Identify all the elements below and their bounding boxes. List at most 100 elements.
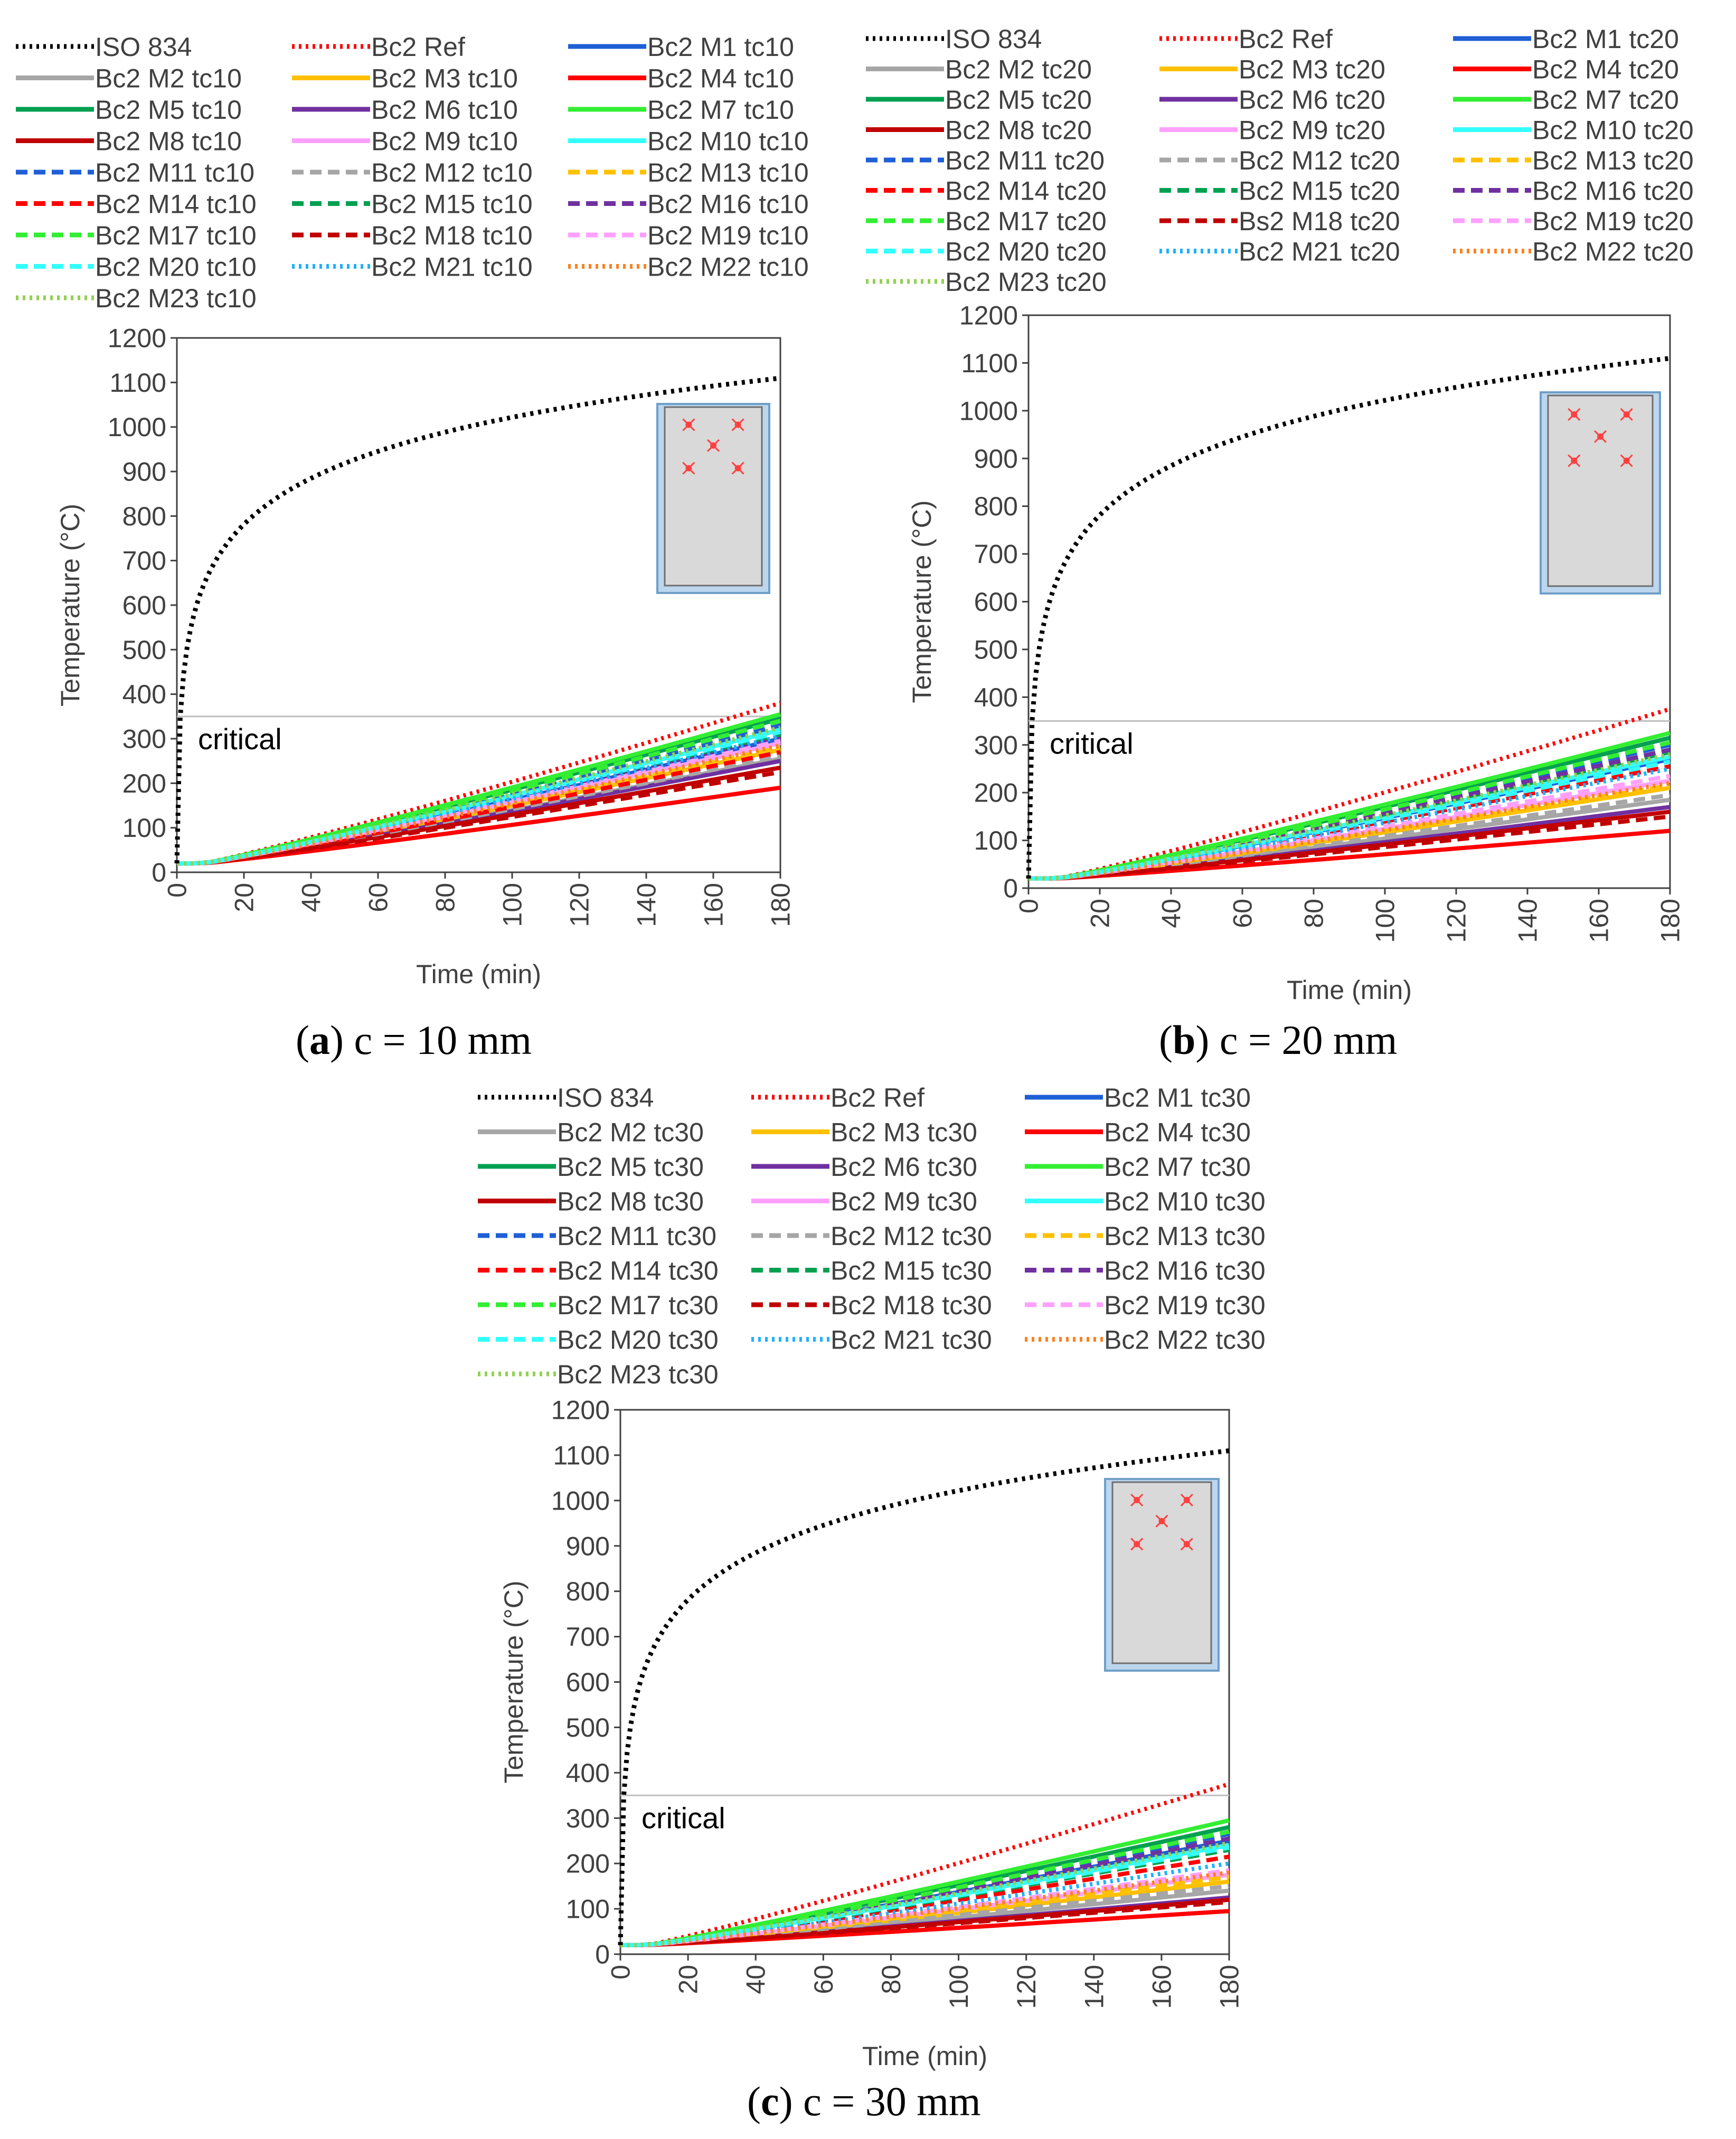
- legend-label-bc2-ref: Bc2 Ref: [371, 32, 465, 62]
- legend-label-bc2-m19-tc30: Bc2 M19 tc30: [1104, 1290, 1266, 1320]
- legend-label-bc2-m11-tc10: Bc2 M11 tc10: [95, 158, 254, 187]
- y-tick-label-1200: 1200: [959, 301, 1018, 331]
- x-tick-label-160: 160: [1584, 899, 1614, 943]
- x-tick-label-20: 20: [230, 883, 259, 912]
- x-axis-label-c: Time (min): [862, 2041, 987, 2071]
- y-tick-label-500: 500: [122, 635, 166, 665]
- legend-label-bc2-m19-tc10: Bc2 M19 tc10: [647, 221, 809, 250]
- legend-label-bc2-m22-tc10: Bc2 M22 tc10: [647, 252, 809, 282]
- legend-label-bc2-m1-tc10: Bc2 M1 tc10: [647, 32, 794, 62]
- x-tick-label-80: 80: [431, 883, 460, 912]
- rebar-mark-3: [1593, 430, 1607, 443]
- y-tick-label-1000: 1000: [551, 1486, 610, 1515]
- y-tick-label-700: 700: [122, 546, 166, 576]
- legend-label-bc2-m23-tc30: Bc2 M23 tc30: [557, 1360, 719, 1389]
- legend-label-bc2-m9-tc20: Bc2 M9 tc20: [1239, 116, 1385, 145]
- legend-label-bc2-ref: Bc2 Ref: [1239, 24, 1333, 54]
- legend-label-bc2-m19-tc20: Bc2 M19 tc20: [1532, 206, 1694, 236]
- series-group-a: [174, 375, 781, 866]
- x-tick-label-140: 140: [1079, 1965, 1109, 2009]
- y-tick-label-200: 200: [122, 769, 166, 798]
- legend-label-iso-834: ISO 834: [945, 24, 1042, 54]
- legend-label-bc2-m2-tc20: Bc2 M2 tc20: [945, 55, 1092, 84]
- legend-label-bc2-m18-tc10: Bc2 M18 tc10: [371, 221, 533, 250]
- critical-label-a: critical: [198, 722, 282, 756]
- y-tick-label-200: 200: [566, 1849, 610, 1879]
- y-tick-label-1000: 1000: [108, 412, 166, 442]
- y-tick-label-800: 800: [974, 492, 1018, 521]
- series-bc2-m20-tc10: [177, 730, 781, 866]
- legend-label-bc2-m10-tc10: Bc2 M10 tc10: [647, 127, 809, 156]
- series-bc2-m19-tc20: [1029, 774, 1671, 881]
- x-tick-label-40: 40: [1157, 899, 1186, 928]
- legend-label-bc2-m3-tc10: Bc2 M3 tc10: [371, 64, 518, 93]
- legend-label-bc2-m5-tc10: Bc2 M5 tc10: [95, 95, 242, 125]
- rebar-mark-5: [731, 461, 744, 475]
- section-concrete: [1547, 394, 1654, 587]
- y-tick-label-600: 600: [566, 1667, 610, 1697]
- x-tick-label-80: 80: [1299, 899, 1329, 928]
- y-tick-label-900: 900: [566, 1531, 610, 1561]
- legend-label-bc2-m14-tc20: Bc2 M14 tc20: [945, 176, 1107, 206]
- y-tick-label-300: 300: [566, 1804, 610, 1833]
- series-bc2-m19-tc10: [177, 739, 781, 866]
- y-tick-label-0: 0: [152, 858, 166, 888]
- rebar-mark-5: [1620, 454, 1633, 467]
- y-tick-label-1100: 1100: [961, 348, 1018, 378]
- caption-c: (c) c = 30 mm: [747, 2078, 981, 2124]
- x-tick-label-120: 120: [1442, 899, 1471, 943]
- legend-label-bc2-m15-tc10: Bc2 M15 tc10: [371, 190, 533, 219]
- x-tick-label-140: 140: [1513, 899, 1543, 943]
- legend-label-bc2-m4-tc10: Bc2 M4 tc10: [647, 64, 794, 93]
- y-tick-label-800: 800: [122, 502, 166, 531]
- series-bc2-m17-tc30: [620, 1830, 1230, 1947]
- x-tick-label-20: 20: [1086, 899, 1115, 928]
- series-group-c: [618, 1448, 1230, 1947]
- y-tick-label-800: 800: [566, 1577, 610, 1606]
- x-tick-label-100: 100: [944, 1965, 974, 2009]
- rebar-mark-2: [1620, 408, 1633, 421]
- x-tick-label-60: 60: [809, 1965, 838, 1994]
- series-iso-834: [1026, 356, 1671, 879]
- x-tick-label-180: 180: [1215, 1965, 1244, 2009]
- series-bc2-m18-tc30: [620, 1900, 1230, 1947]
- rebar-mark-4: [1568, 454, 1581, 467]
- y-tick-label-400: 400: [566, 1758, 610, 1788]
- legend-label-bc2-m17-tc10: Bc2 M17 tc10: [95, 221, 257, 250]
- legend-label-bc2-m12-tc20: Bc2 M12 tc20: [1239, 146, 1400, 175]
- legend-label-bs2-m18-tc20: Bs2 M18 tc20: [1239, 206, 1400, 236]
- legend-label-bc2-m17-tc30: Bc2 M17 tc30: [557, 1290, 719, 1320]
- legend-label-bc2-m7-tc10: Bc2 M7 tc10: [647, 95, 794, 125]
- legend-label-bc2-m5-tc20: Bc2 M5 tc20: [945, 85, 1092, 115]
- legend-label-bc2-m21-tc30: Bc2 M21 tc30: [831, 1325, 992, 1355]
- legend-label-bc2-m13-tc20: Bc2 M13 tc20: [1532, 146, 1694, 175]
- legend-label-bc2-m12-tc10: Bc2 M12 tc10: [371, 158, 533, 187]
- y-tick-label-100: 100: [122, 813, 166, 843]
- rebar-mark-1: [1568, 408, 1581, 421]
- legend-label-bc2-m20-tc30: Bc2 M20 tc30: [557, 1325, 719, 1355]
- series-bc2-m20-tc20: [1029, 759, 1671, 881]
- series-iso-834: [618, 1448, 1230, 1945]
- legend-label-bc2-m13-tc30: Bc2 M13 tc30: [1104, 1221, 1266, 1251]
- y-tick-label-300: 300: [122, 724, 166, 754]
- x-tick-label-120: 120: [565, 883, 595, 927]
- legend-label-bc2-m4-tc30: Bc2 M4 tc30: [1104, 1118, 1251, 1147]
- legend-label-bc2-m1-tc20: Bc2 M1 tc20: [1532, 24, 1679, 54]
- y-tick-label-200: 200: [974, 778, 1018, 808]
- series-bc2-m14-tc30: [620, 1854, 1230, 1947]
- y-tick-label-900: 900: [974, 444, 1018, 474]
- series-bc2-m14-tc10: [177, 750, 781, 866]
- legend-label-iso-834: ISO 834: [95, 32, 192, 62]
- legend-label-bc2-m4-tc20: Bc2 M4 tc20: [1532, 55, 1679, 84]
- series-bc2-m22-tc20: [1029, 781, 1671, 881]
- legend-label-bc2-m14-tc30: Bc2 M14 tc30: [557, 1256, 719, 1286]
- series-bc2-m23-tc10: [177, 725, 781, 866]
- legend-label-bc2-m8-tc20: Bc2 M8 tc20: [945, 116, 1092, 145]
- y-tick-label-100: 100: [974, 826, 1018, 855]
- series-bc2-m16-tc30: [620, 1836, 1230, 1947]
- legend-label-bc2-m22-tc20: Bc2 M22 tc20: [1532, 237, 1694, 267]
